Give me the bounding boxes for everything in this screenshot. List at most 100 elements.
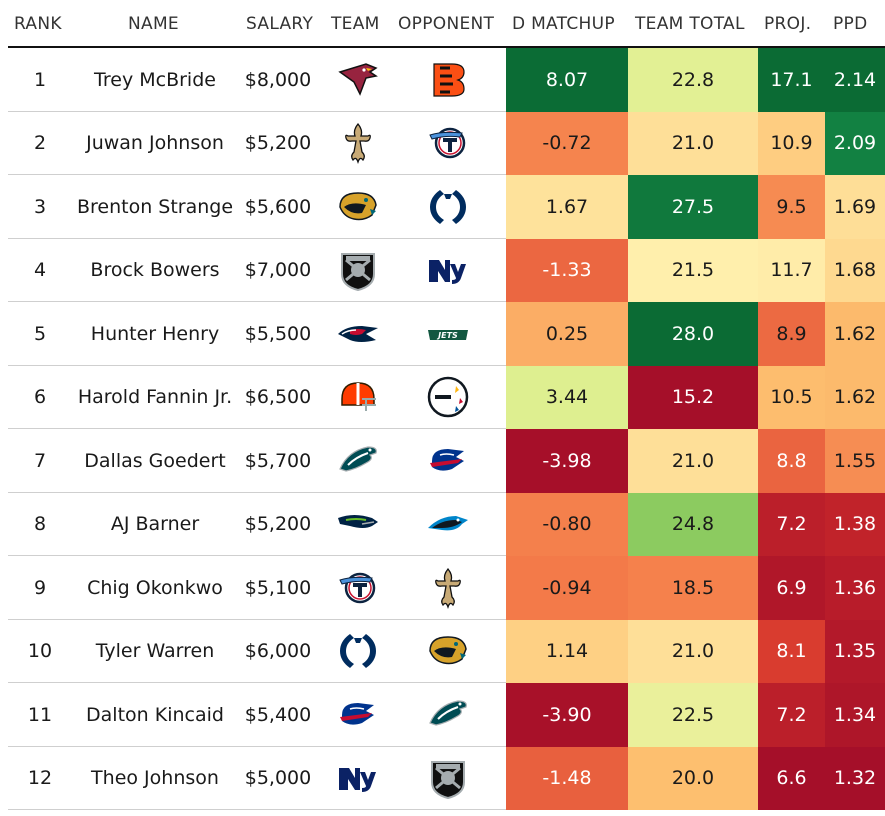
cell-ppd: 1.32 (825, 746, 885, 810)
header-team-total[interactable]: TEAM TOTAL (635, 14, 745, 34)
table-row[interactable]: 10 Tyler Warren $6,000 1.14 21.0 8.1 1.35 (8, 619, 885, 684)
opponent-logo-cell (392, 48, 504, 112)
jaguars-icon (336, 185, 380, 229)
cell-team-total: 27.5 (628, 175, 758, 239)
cell-team-total: 15.2 (628, 365, 758, 429)
raiders-icon (336, 248, 380, 292)
cell-salary: $5,200 (244, 132, 312, 155)
jets-icon: JETS (426, 312, 470, 356)
header-proj[interactable]: PROJ. (764, 14, 812, 34)
cell-rank: 1 (33, 68, 47, 91)
cell-name: AJ Barner (110, 513, 200, 536)
opponent-logo-cell (392, 747, 504, 811)
cell-rank: 8 (33, 513, 47, 536)
opponent-logo-cell (392, 620, 504, 684)
cell-rank: 12 (27, 767, 53, 790)
seahawks-icon (336, 502, 380, 546)
cell-rank: 6 (33, 386, 47, 409)
header-salary[interactable]: SALARY (246, 14, 314, 34)
cell-ppd: 1.38 (825, 492, 885, 556)
steelers-glyph (427, 377, 469, 418)
bills-icon (336, 693, 380, 737)
raiders-glyph (431, 761, 465, 800)
titans-icon (336, 566, 380, 610)
opponent-logo-cell (392, 429, 504, 493)
cell-name: Hunter Henry (90, 322, 220, 345)
opponent-logo-cell (392, 112, 504, 176)
opponent-logo-cell (392, 239, 504, 303)
opponent-logo-cell (392, 683, 504, 747)
cell-rank: 7 (33, 449, 47, 472)
saints-glyph (345, 123, 371, 165)
cell-ppd: 2.09 (825, 111, 885, 175)
cell-team-total: 20.0 (628, 746, 758, 810)
cell-name: Dalton Kincaid (86, 703, 224, 726)
table-row[interactable]: 9 Chig Okonkwo $5,100 -0.94 18.5 6.9 1.36 (8, 556, 885, 620)
cell-ppd: 1.34 (825, 683, 885, 747)
table-row[interactable]: 6 Harold Fannin Jr. $6,500 3.44 15.2 10.5 1.62 (8, 365, 885, 429)
opponent-logo-cell (392, 175, 504, 239)
table-row[interactable]: 11 Dalton Kincaid $5,400 -3.90 22.5 7.2 1.34 (8, 683, 885, 747)
cell-ppd: 1.68 (825, 238, 885, 302)
table-row[interactable]: 4 Brock Bowers $7,000 -1.33 21.5 11.7 1.68 (8, 238, 885, 303)
bills-icon (426, 439, 470, 483)
team-logo-cell (324, 429, 392, 493)
row-divider (8, 364, 885, 366)
opponent-logo-cell: JETS (392, 302, 504, 366)
opponent-logo-cell (392, 493, 504, 557)
jaguars-glyph (339, 191, 377, 220)
cell-team-total: 21.0 (628, 111, 758, 175)
giants-icon (336, 756, 380, 800)
eagles-glyph (339, 446, 377, 472)
table-row[interactable]: 3 Brenton Strange $5,600 1.67 27.5 9.5 1.69 (8, 175, 885, 239)
cell-proj: 7.2 (758, 492, 825, 556)
table-row[interactable]: 5 Hunter Henry $5,500 JETS 0.25 28.0 8.9 1.62 (8, 302, 885, 366)
cell-name: Theo Johnson (91, 767, 219, 790)
row-divider (8, 110, 885, 112)
cell-d-matchup: -3.98 (506, 429, 628, 493)
cell-rank: 9 (33, 576, 47, 599)
eagles-glyph (429, 700, 467, 726)
browns-icon (336, 375, 380, 419)
cell-rank: 3 (33, 195, 47, 218)
cell-team-total: 22.5 (628, 683, 758, 747)
giants-glyph (339, 768, 376, 793)
cell-rank: 4 (33, 259, 47, 282)
header-d-matchup[interactable]: D MATCHUP (512, 14, 615, 34)
cell-name: Brenton Strange (76, 195, 234, 218)
jaguars-icon (426, 629, 470, 673)
header-opponent[interactable]: OPPONENT (398, 14, 495, 34)
table-row[interactable]: 8 AJ Barner $5,200 -0.80 24.8 7.2 1.38 (8, 492, 885, 557)
jaguars-glyph (429, 636, 467, 665)
row-divider (8, 809, 885, 810)
cell-salary: $5,000 (244, 767, 312, 790)
titans-glyph (339, 572, 376, 603)
team-logo-cell (324, 112, 392, 176)
table-row[interactable]: 12 Theo Johnson $5,000 -1.48 20.0 6.6 1.32 (8, 746, 885, 811)
header-rank[interactable]: RANK (14, 14, 62, 34)
row-divider (8, 174, 885, 175)
header-name[interactable]: NAME (128, 14, 179, 34)
row-divider (8, 555, 885, 556)
team-logo-cell (324, 48, 392, 112)
patriots-glyph (338, 325, 378, 342)
table-row[interactable]: 1 Trey McBride $8,000 8.07 22.8 17.1 2.14 (8, 48, 885, 112)
row-divider (8, 682, 885, 683)
saints-icon (336, 121, 380, 165)
browns-glyph (341, 382, 376, 412)
row-divider (8, 301, 885, 302)
table-row[interactable]: 2 Juwan Johnson $5,200 -0.72 21.0 10.9 2.09 (8, 111, 885, 176)
cell-name: Juwan Johnson (86, 132, 224, 155)
header-team[interactable]: TEAM (331, 14, 380, 34)
cell-salary: $8,000 (244, 68, 312, 91)
table-row[interactable]: 7 Dallas Goedert $5,700 -3.98 21.0 8.8 1.55 (8, 429, 885, 493)
cell-d-matchup: -0.80 (506, 492, 628, 556)
header-ppd[interactable]: PPD (833, 14, 868, 34)
cell-salary: $6,000 (244, 640, 312, 663)
cell-ppd: 1.62 (825, 365, 885, 429)
saints-icon (426, 566, 470, 610)
cell-salary: $5,100 (244, 576, 312, 599)
cell-team-total: 21.5 (628, 238, 758, 302)
cell-proj: 8.8 (758, 429, 825, 493)
cell-team-total: 18.5 (628, 556, 758, 620)
